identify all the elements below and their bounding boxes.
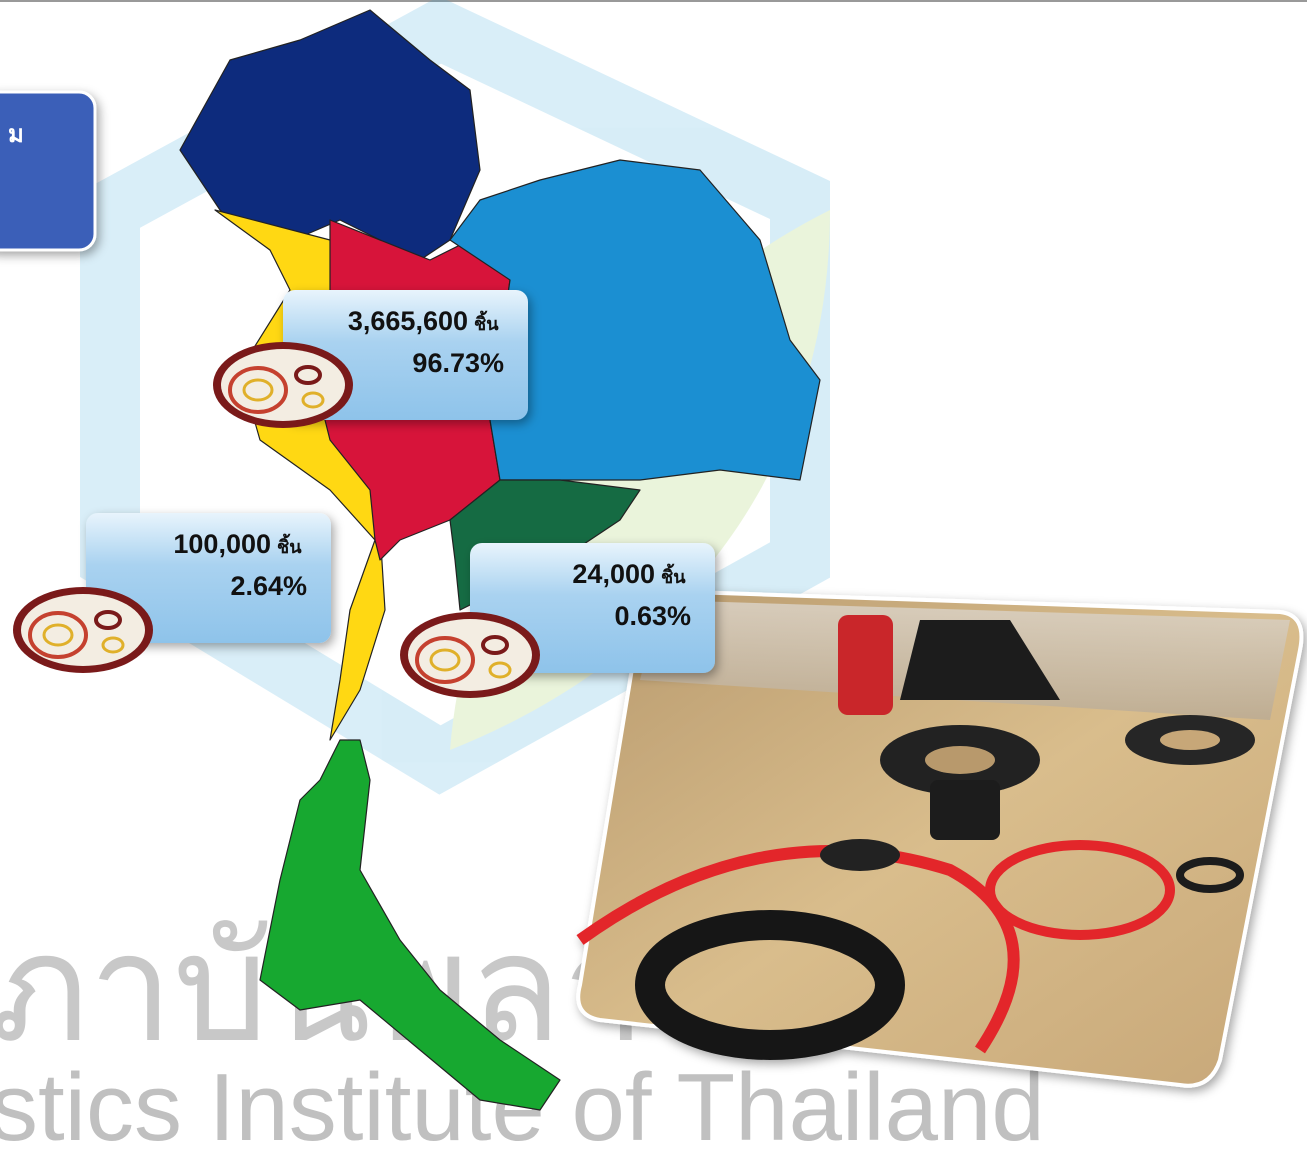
share: 2.64% [230, 571, 307, 601]
title: ม [8, 121, 24, 148]
ring-icon [213, 342, 353, 428]
ring-icon [13, 587, 153, 673]
quantity: 24,000 [572, 559, 655, 589]
unit: ชิ้น [277, 533, 302, 557]
title-box [0, 92, 95, 250]
share: 96.73% [412, 348, 504, 378]
page: ภาบันพลา stics Institute of Thailand ม 3… [0, 0, 1307, 1155]
ring-icon [400, 612, 540, 698]
quantity: 3,665,600 [348, 306, 468, 336]
unit: ชิ้น [474, 310, 499, 334]
share: 0.63% [614, 601, 691, 631]
quantity: 100,000 [173, 529, 271, 559]
unit: ชิ้น [661, 563, 686, 587]
callout: 3,665,600 ชิ้น 96.73% [213, 290, 528, 428]
